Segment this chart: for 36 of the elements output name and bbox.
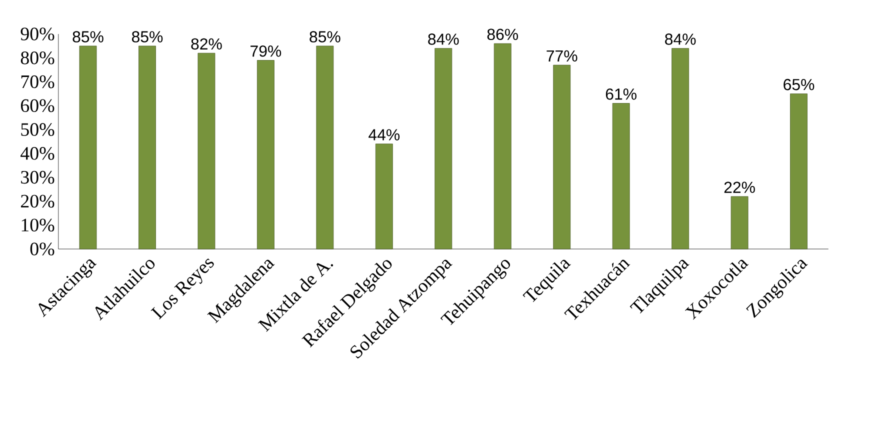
bar bbox=[256, 60, 274, 250]
bar bbox=[790, 94, 808, 250]
data-label: 65% bbox=[784, 78, 814, 90]
data-label: 22% bbox=[724, 182, 755, 193]
data-label: 84% bbox=[428, 34, 459, 45]
data-label: 79% bbox=[250, 45, 282, 57]
bar bbox=[375, 144, 393, 250]
y-tick-label: 20% bbox=[20, 194, 54, 208]
bar bbox=[316, 46, 334, 250]
data-label: 86% bbox=[487, 28, 518, 40]
y-tick-label: 70% bbox=[21, 75, 54, 88]
y-tick-label: 50% bbox=[21, 123, 54, 136]
data-label: 82% bbox=[191, 38, 222, 50]
y-tick-label: 60% bbox=[20, 99, 54, 112]
bar bbox=[672, 48, 690, 250]
bar bbox=[79, 46, 97, 250]
bar bbox=[730, 196, 748, 250]
y-tick-label: 90% bbox=[20, 28, 54, 40]
bar bbox=[138, 46, 156, 250]
data-label: 77% bbox=[546, 50, 578, 62]
y-tick-label: 40% bbox=[20, 147, 54, 160]
data-label: 84% bbox=[665, 34, 696, 45]
data-label: 85% bbox=[132, 31, 163, 42]
bar bbox=[553, 64, 571, 250]
y-tick-label: 80% bbox=[20, 51, 54, 64]
bar bbox=[494, 43, 512, 250]
bar bbox=[612, 103, 630, 250]
y-tick-label: 30% bbox=[21, 170, 54, 184]
data-label: 85% bbox=[72, 31, 104, 42]
data-label: 44% bbox=[368, 129, 400, 140]
y-tick-label: 0% bbox=[30, 242, 54, 256]
data-label: 61% bbox=[606, 88, 636, 100]
data-label: 85% bbox=[310, 31, 340, 42]
y-tick-label: 10% bbox=[22, 218, 54, 232]
bar bbox=[434, 48, 452, 250]
bar bbox=[198, 52, 216, 250]
